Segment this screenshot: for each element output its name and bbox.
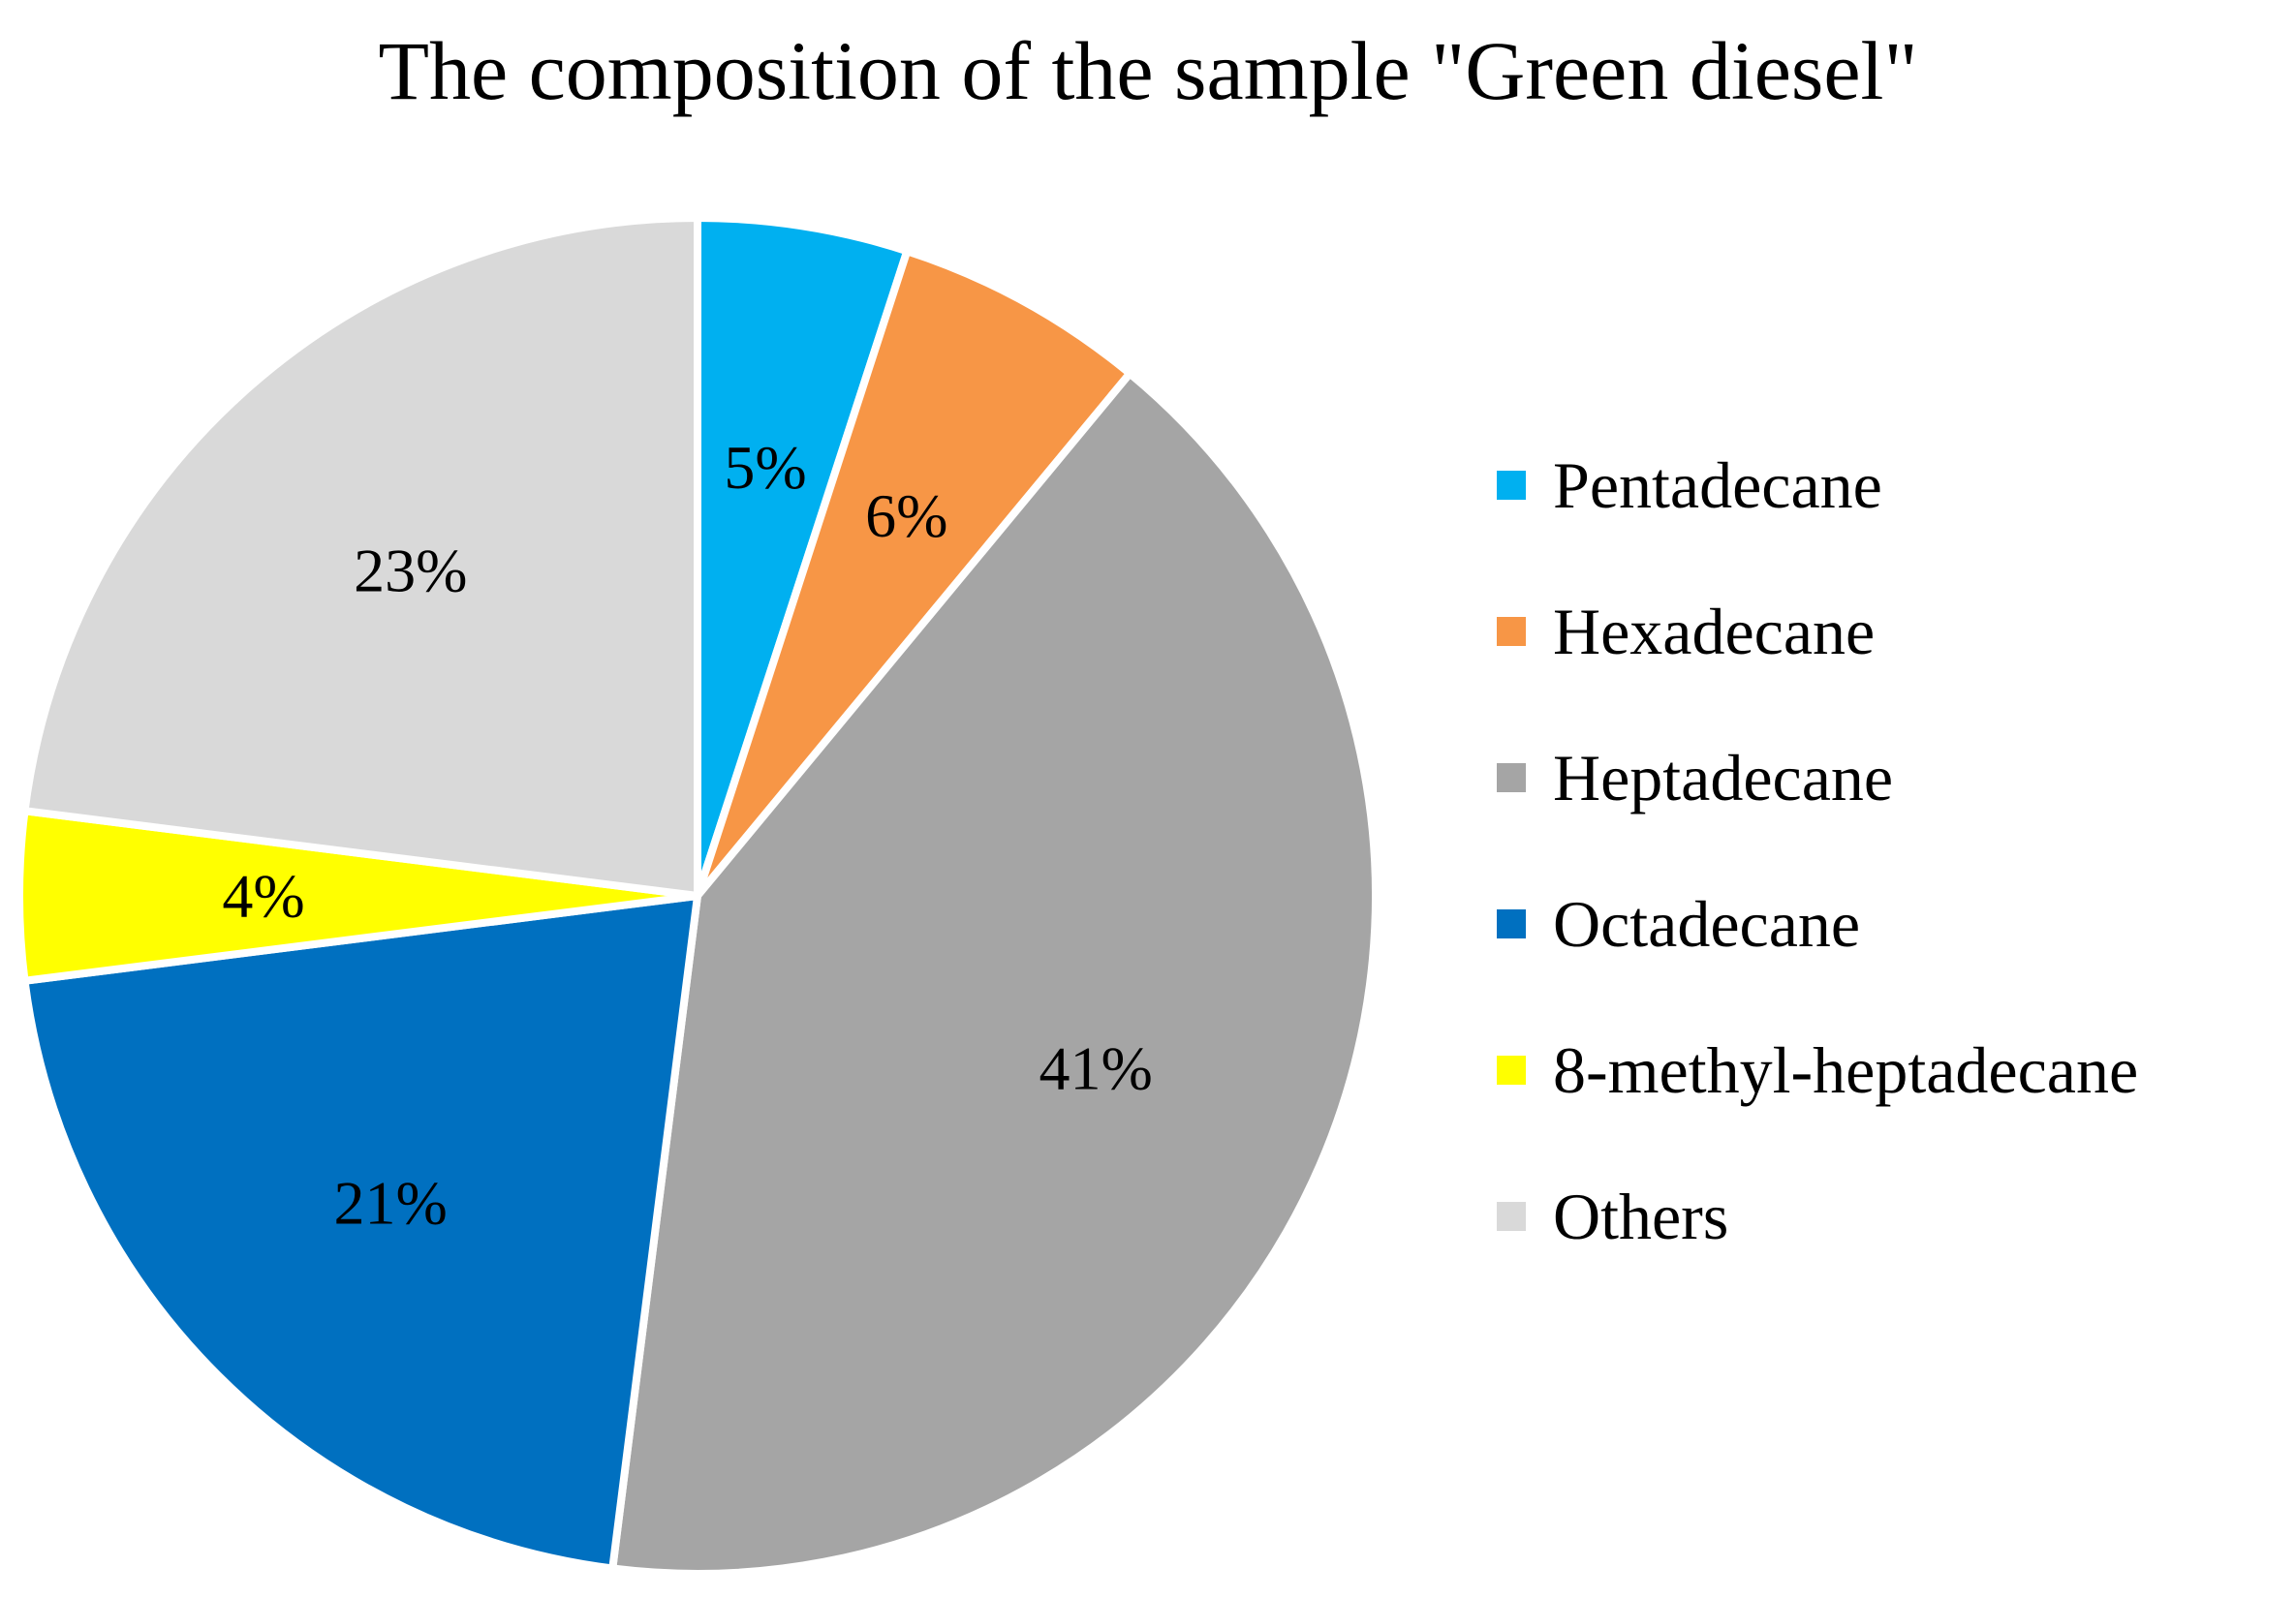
data-label-octadecane: 21% xyxy=(334,1168,448,1237)
pie-slice-hexadecane xyxy=(694,247,1134,900)
data-label-others: 23% xyxy=(354,536,467,604)
legend-item-pentadecane: Pentadecane xyxy=(1497,412,2272,558)
legend-swatch xyxy=(1497,616,1526,646)
legend: Pentadecane Hexadecane Heptadecane Octad… xyxy=(1497,412,2272,1289)
data-label-heptadecane: 41% xyxy=(1039,1033,1152,1102)
legend-swatch xyxy=(1497,762,1526,792)
legend-item-octadecane: Octadecane xyxy=(1497,850,2272,997)
pie-slice-others xyxy=(20,214,701,900)
legend-label: Heptadecane xyxy=(1553,740,1894,814)
pie-slices xyxy=(16,214,1381,1578)
legend-label: Pentadecane xyxy=(1553,447,1882,522)
legend-swatch xyxy=(1497,470,1526,500)
legend-label: Hexadecane xyxy=(1553,594,1876,668)
data-label-pentadecane: 5% xyxy=(724,433,806,502)
legend-item-hexadecane: Hexadecane xyxy=(1497,558,2272,704)
legend-label: Others xyxy=(1553,1179,1729,1253)
data-label-hexadecane: 6% xyxy=(865,481,947,550)
legend-item-8-methyl-heptadecane: 8-methyl-heptadecane xyxy=(1497,997,2272,1143)
legend-label: 8-methyl-heptadecane xyxy=(1553,1032,2139,1107)
legend-item-others: Others xyxy=(1497,1143,2272,1289)
legend-swatch xyxy=(1497,908,1526,938)
pie-slice-heptadecane xyxy=(608,369,1381,1578)
chart-title: The composition of the sample "Green die… xyxy=(378,24,1918,117)
legend-swatch xyxy=(1497,1201,1526,1231)
legend-label: Octadecane xyxy=(1553,886,1861,961)
data-label-8-methyl-heptadecane: 4% xyxy=(222,862,304,931)
pie-slice-octadecane xyxy=(20,892,701,1573)
legend-swatch xyxy=(1497,1055,1526,1085)
pie-data-labels: 5% 6% 41% 21% 4% 23% xyxy=(222,433,1152,1237)
legend-item-heptadecane: Heptadecane xyxy=(1497,704,2272,850)
